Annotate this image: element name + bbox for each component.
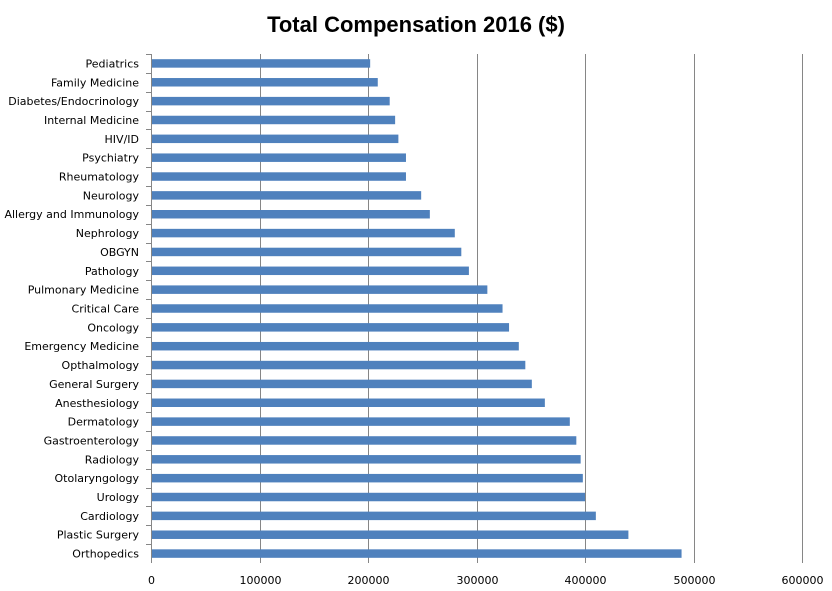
x-tick-label: 400000: [565, 574, 607, 587]
bar: [151, 209, 430, 219]
bar: [151, 59, 371, 68]
bar: [151, 247, 462, 257]
category-label: Family Medicine: [51, 76, 139, 89]
category-label: HIV/ID: [105, 133, 139, 146]
x-tick-label: 100000: [240, 574, 282, 587]
category-label: Neurology: [83, 189, 140, 202]
bar: [151, 304, 503, 313]
bar: [151, 492, 585, 502]
bar: [151, 530, 629, 539]
bar: [151, 134, 399, 144]
x-tick-label: 200000: [348, 574, 390, 587]
bar: [151, 549, 682, 558]
bar: [151, 473, 583, 483]
category-label: Anesthesiology: [55, 397, 139, 410]
category-label: Otolaryngology: [55, 472, 140, 485]
category-label: Nephrology: [76, 227, 140, 240]
bar: [151, 153, 406, 162]
category-label: Cardiology: [80, 510, 139, 523]
bar: [151, 455, 581, 464]
bar: [151, 323, 510, 332]
bar: [151, 360, 526, 370]
category-labels: Pediatrics Family Medicine Diabetes/Endocr…: [4, 57, 139, 560]
x-tick-label: 0: [148, 574, 155, 587]
category-label: Pathology: [85, 265, 140, 278]
bar: [151, 398, 545, 408]
category-label: Orthopedics: [72, 548, 139, 561]
bar: [151, 228, 455, 238]
category-label: Critical Care: [72, 303, 140, 316]
category-label: Plastic Surgery: [57, 529, 140, 542]
bar: [151, 172, 406, 181]
bar: [151, 78, 378, 87]
bar: [151, 191, 422, 200]
category-label: General Surgery: [49, 378, 139, 391]
bar: [151, 511, 596, 521]
bar: [151, 436, 577, 445]
category-label: Gastroenterology: [44, 434, 140, 447]
bar: [151, 379, 532, 389]
category-label: Emergency Medicine: [24, 340, 139, 353]
category-label: Urology: [97, 491, 140, 504]
bar: [151, 341, 519, 351]
category-label: Radiology: [85, 453, 140, 466]
category-label: Opthalmology: [62, 359, 140, 372]
x-tick-label: 500000: [674, 574, 716, 587]
bar: [151, 417, 570, 426]
category-label: OBGYN: [100, 246, 139, 259]
category-label: Internal Medicine: [44, 114, 139, 127]
bar: [151, 285, 488, 294]
category-label: Allergy and Immunology: [4, 208, 139, 221]
x-tick-labels: 0 100000 200000 300000 400000 500000 600000: [148, 574, 824, 587]
category-label: Dermatology: [68, 416, 140, 429]
category-label: Psychiatry: [82, 152, 139, 165]
x-tick-label: 600000: [782, 574, 824, 587]
bars: [151, 59, 682, 558]
bar: [151, 115, 396, 125]
bar: [151, 96, 390, 106]
category-label: Diabetes/Endocrinology: [8, 95, 139, 108]
bar: [151, 266, 469, 276]
category-label: Pulmonary Medicine: [28, 284, 140, 297]
chart-title: Total Compensation 2016 ($): [267, 12, 565, 37]
category-label: Rheumatology: [59, 171, 140, 184]
category-label: Pediatrics: [86, 57, 140, 70]
category-label: Oncology: [87, 321, 139, 334]
x-tick-label: 300000: [457, 574, 499, 587]
